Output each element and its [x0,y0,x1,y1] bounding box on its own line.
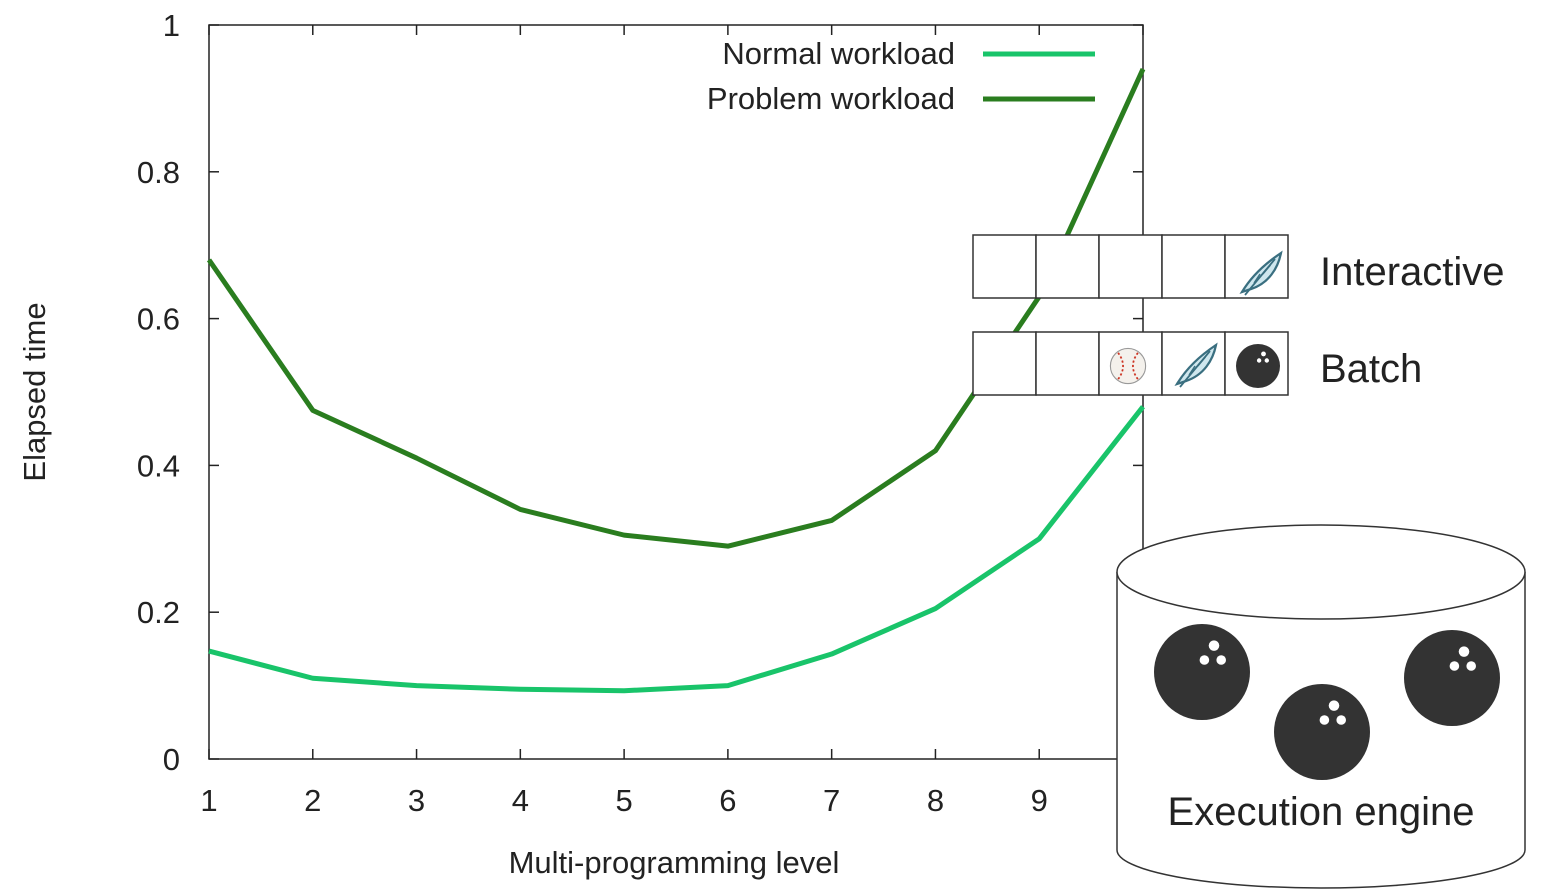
y-axis-label: Elapsed time [17,302,52,481]
y-tick-label: 0.4 [137,448,180,483]
baseball-icon [1109,347,1147,385]
x-tick-label: 6 [719,783,736,818]
queue-slot [1035,331,1100,396]
execution-engine: Execution engine [1116,524,1526,889]
y-axis-ticks: 0 0.2 0.4 0.6 0.8 1 [137,8,1143,777]
y-tick-label: 0.6 [137,302,180,337]
engine-label: Execution engine [1168,790,1475,834]
legend-label-problem: Problem workload [707,81,955,116]
queue-slot [1224,234,1289,299]
bowling-ball-icon [1154,624,1250,720]
x-tick-label: 2 [304,783,321,818]
legend-label-normal: Normal workload [722,36,955,71]
queue-slot [972,234,1037,299]
x-tick-label: 4 [512,783,529,818]
x-tick-label: 1 [200,783,217,818]
batch-label: Batch [1320,347,1422,391]
series-line-normal-workload [208,405,1145,694]
y-tick-label: 0.8 [137,155,180,190]
bowling-ball-icon [1404,630,1500,726]
bowling-ball-icon [1236,344,1280,388]
queue-slot [1098,234,1163,299]
y-tick-label: 0 [163,742,180,777]
y-tick-label: 1 [163,8,180,43]
interactive-queue: Interactive [972,234,1505,299]
queue-slot [1161,234,1226,299]
x-tick-label: 9 [1031,783,1048,818]
series-line-problem-workload [206,68,1146,549]
interactive-label: Interactive [1320,250,1505,294]
x-axis-label: Multi-programming level [509,845,840,880]
x-tick-label: 3 [408,783,425,818]
x-tick-label: 5 [615,783,632,818]
queue-slot [1035,234,1100,299]
cylinder-top [1116,524,1526,620]
legend: Normal workload Problem workload [707,36,1095,116]
x-tick-label: 8 [927,783,944,818]
x-tick-label: 7 [823,783,840,818]
bowling-ball-icon [1274,684,1370,780]
batch-queue: Batch [972,331,1422,396]
x-axis-ticks: 12345678910 [200,25,1160,818]
y-tick-label: 0.2 [137,595,180,630]
queue-slot [972,331,1037,396]
